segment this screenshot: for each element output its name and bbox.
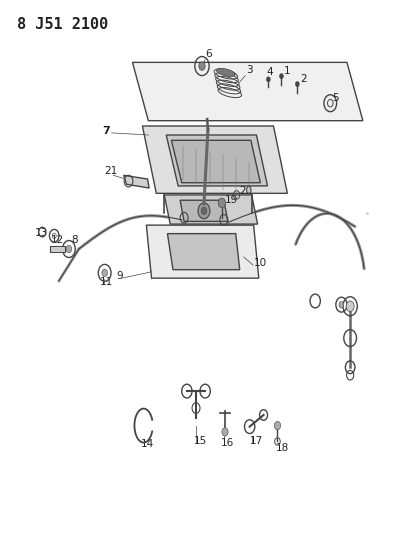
Circle shape — [266, 77, 270, 82]
Circle shape — [199, 62, 205, 70]
Circle shape — [66, 245, 72, 253]
Polygon shape — [172, 140, 260, 183]
Text: 15: 15 — [194, 435, 207, 446]
Text: 21: 21 — [104, 166, 117, 176]
Circle shape — [201, 207, 207, 215]
Text: 13: 13 — [35, 228, 48, 238]
Circle shape — [339, 302, 344, 308]
Bar — [50, 246, 65, 252]
Circle shape — [280, 74, 284, 79]
Text: 10: 10 — [254, 257, 267, 268]
Text: 2: 2 — [300, 74, 307, 84]
Text: 18: 18 — [276, 443, 289, 453]
Text: 9: 9 — [116, 271, 123, 281]
Text: 6: 6 — [205, 49, 212, 59]
Circle shape — [222, 427, 228, 436]
Circle shape — [198, 203, 210, 219]
Circle shape — [346, 301, 354, 312]
Polygon shape — [180, 200, 228, 221]
Text: 16: 16 — [221, 438, 234, 448]
Text: 7: 7 — [103, 126, 110, 136]
Polygon shape — [164, 195, 258, 224]
Text: 12: 12 — [51, 235, 64, 245]
Ellipse shape — [216, 68, 235, 77]
Text: 8: 8 — [71, 235, 78, 245]
Circle shape — [218, 198, 226, 208]
Polygon shape — [132, 62, 363, 120]
Text: 5: 5 — [333, 93, 339, 103]
Text: 14: 14 — [140, 439, 154, 449]
Text: 17: 17 — [250, 435, 263, 446]
Polygon shape — [146, 225, 259, 278]
Text: 8 J51 2100: 8 J51 2100 — [17, 17, 108, 33]
Circle shape — [274, 421, 281, 430]
Polygon shape — [124, 175, 149, 188]
Circle shape — [102, 269, 108, 277]
Polygon shape — [168, 233, 240, 270]
Text: 4: 4 — [266, 67, 273, 77]
Text: 19: 19 — [225, 195, 238, 205]
Text: 3: 3 — [246, 64, 252, 75]
Text: 20: 20 — [240, 186, 253, 196]
Circle shape — [295, 82, 299, 87]
Polygon shape — [142, 126, 287, 193]
Polygon shape — [166, 135, 268, 186]
Text: 11: 11 — [100, 277, 113, 287]
Text: 1: 1 — [284, 66, 291, 76]
